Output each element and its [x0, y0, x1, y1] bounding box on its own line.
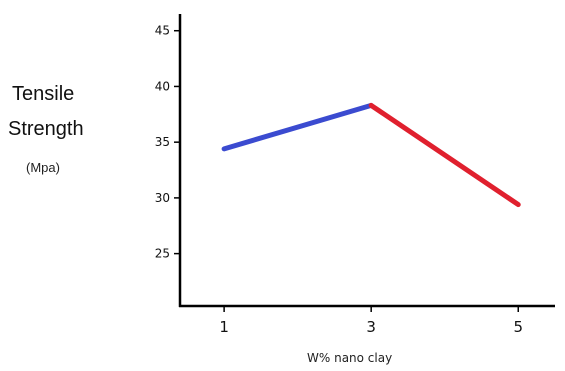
y-tick-label: 25	[155, 247, 170, 261]
y-axis-label-line1: Tensile	[12, 83, 75, 105]
x-tick-label: 3	[366, 318, 376, 336]
x-axis-label: W% nano clay	[307, 351, 393, 365]
y-tick-label: 40	[155, 79, 170, 93]
y-tick-label: 35	[155, 135, 170, 149]
y-axis-label-line2: Strength	[8, 118, 84, 140]
series-line-2	[368, 102, 521, 208]
x-tick-label: 1	[219, 318, 229, 336]
series-lines	[221, 102, 521, 208]
y-tick-label: 45	[155, 24, 170, 38]
y-axis-unit-label: (Mpa)	[26, 160, 60, 175]
y-tick-label: 30	[155, 191, 170, 205]
series-line-1	[221, 102, 374, 152]
axes	[174, 14, 555, 312]
x-tick-label: 5	[513, 318, 523, 336]
